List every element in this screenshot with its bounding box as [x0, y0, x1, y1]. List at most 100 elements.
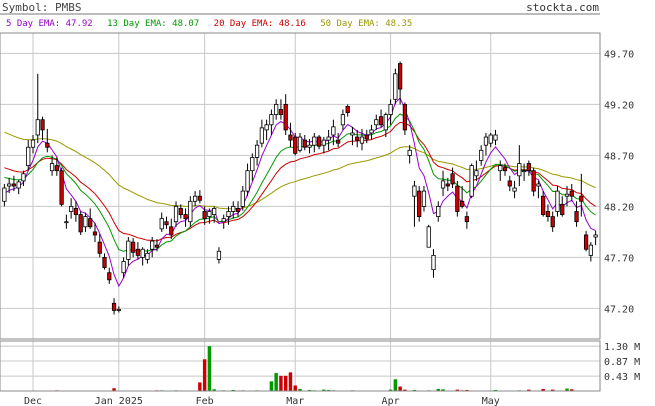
candle-body: [502, 167, 508, 172]
candle: [35, 73, 40, 144]
candle-body: [369, 129, 374, 134]
candle-body: [231, 205, 236, 212]
volume-panel-frame: [0, 340, 601, 392]
site-name: stockta.com: [526, 1, 599, 14]
candle-body: [541, 195, 546, 215]
candle: [145, 249, 150, 264]
candle: [402, 102, 408, 135]
candle: [421, 186, 427, 212]
candle-body: [88, 218, 93, 228]
candle: [297, 132, 303, 153]
candle: [293, 132, 298, 156]
candle-body: [588, 244, 593, 256]
volume-bar: [212, 389, 216, 391]
volume-bar: [570, 389, 574, 391]
candle-body: [483, 136, 489, 146]
candle-body: [507, 180, 512, 187]
candle: [350, 126, 355, 146]
volume-bar: [388, 389, 393, 391]
candle: [340, 109, 346, 130]
candle-body: [436, 205, 441, 217]
candle-body: [321, 139, 326, 146]
candle-body: [555, 190, 560, 212]
candle-body: [250, 157, 255, 172]
candle-body: [574, 211, 579, 223]
candle-body: [264, 124, 269, 131]
candle-body: [16, 181, 21, 189]
volume-bar: [322, 389, 326, 391]
candle: [126, 237, 131, 266]
candle-body: [302, 139, 307, 148]
candle-body: [464, 216, 469, 223]
candle: [536, 180, 541, 199]
volume-bar: [455, 389, 460, 391]
candle: [412, 180, 417, 227]
candle-body: [283, 104, 288, 131]
candle: [159, 212, 164, 232]
candle: [226, 206, 231, 225]
volume-bar: [493, 389, 498, 391]
volume-bar: [279, 375, 283, 391]
candle: [431, 249, 436, 278]
candle-body: [383, 114, 388, 131]
candle-body: [131, 241, 136, 253]
candle: [207, 208, 212, 224]
candle-body: [455, 185, 460, 212]
volume-bar: [441, 389, 445, 391]
candle: [192, 191, 198, 207]
candle: [474, 160, 479, 181]
candle: [107, 267, 112, 284]
candle: [178, 204, 183, 219]
candle: [555, 186, 560, 217]
candle: [278, 99, 284, 120]
candle: [16, 179, 21, 195]
candle: [512, 180, 517, 199]
candle: [398, 61, 403, 105]
candle-body: [274, 104, 279, 116]
legend-ema13: 13 Day EMA: 48.07: [107, 19, 200, 29]
candle: [154, 239, 160, 252]
candle-body: [316, 136, 322, 147]
volume-bar: [550, 389, 555, 391]
volume-axis: 1.30 M 0.87 M 0.43 M: [604, 342, 640, 383]
candle-body: [83, 216, 88, 228]
price-tick-label: 48.20: [604, 202, 634, 213]
volume-bar: [112, 388, 116, 391]
candle-body: [340, 114, 346, 126]
candle-body: [583, 234, 589, 250]
candle: [40, 116, 45, 141]
candle: [588, 242, 593, 262]
price-tick-label: 47.70: [604, 253, 634, 264]
volume-bar: [207, 346, 212, 391]
candle-body: [440, 180, 446, 189]
candle-body: [526, 163, 531, 172]
candle: [121, 257, 126, 278]
candle-body: [145, 252, 150, 260]
candle-body: [212, 208, 217, 215]
candle: [407, 145, 412, 164]
candle: [331, 119, 336, 146]
candle: [245, 163, 250, 197]
candle-body: [97, 241, 102, 254]
candle: [374, 114, 379, 130]
candle: [202, 206, 207, 225]
candle-body: [312, 136, 317, 146]
candle-body: [259, 127, 264, 144]
candle-body: [135, 248, 141, 256]
candle-body: [412, 185, 417, 197]
candle: [283, 94, 288, 135]
candle-body: [59, 170, 64, 205]
candle: [173, 201, 179, 227]
candle-body: [240, 190, 245, 207]
candle: [116, 306, 121, 313]
volume-bar: [541, 388, 545, 391]
candle-body: [92, 231, 98, 236]
candle-body: [393, 73, 398, 100]
candle-body: [150, 240, 155, 250]
candle: [197, 190, 202, 204]
candle-body: [2, 187, 7, 202]
candle-body: [531, 170, 536, 192]
candle-body: [493, 134, 498, 141]
volume-bars: [55, 346, 574, 391]
